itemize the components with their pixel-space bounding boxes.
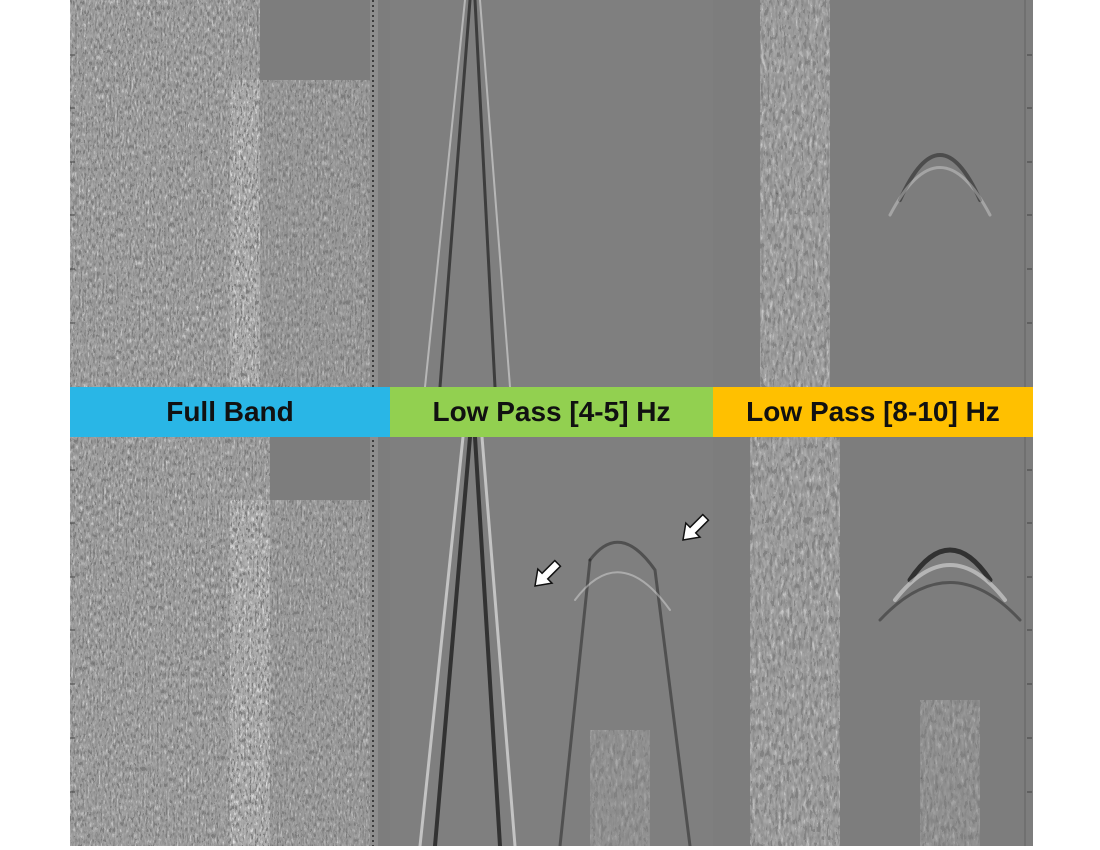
left-axis-ticks bbox=[70, 54, 75, 793]
seismic-figure: Full Band Low Pass [4-5] Hz Low Pass [8-… bbox=[70, 0, 1033, 846]
band-label-text: Full Band bbox=[166, 396, 294, 427]
band-label-low-pass-4-5: Low Pass [4-5] Hz bbox=[390, 387, 713, 437]
band-label-low-pass-8-10: Low Pass [8-10] Hz bbox=[713, 387, 1033, 437]
band-label-full-band: Full Band bbox=[70, 387, 390, 437]
band-label-text: Low Pass [4-5] Hz bbox=[432, 396, 671, 427]
right-axis-ticks bbox=[1027, 54, 1032, 793]
band-label-bar: Full Band Low Pass [4-5] Hz Low Pass [8-… bbox=[70, 387, 1033, 437]
band-label-text: Low Pass [8-10] Hz bbox=[746, 396, 1000, 427]
arrow-icon bbox=[682, 513, 710, 541]
arrow-icon bbox=[534, 559, 562, 587]
